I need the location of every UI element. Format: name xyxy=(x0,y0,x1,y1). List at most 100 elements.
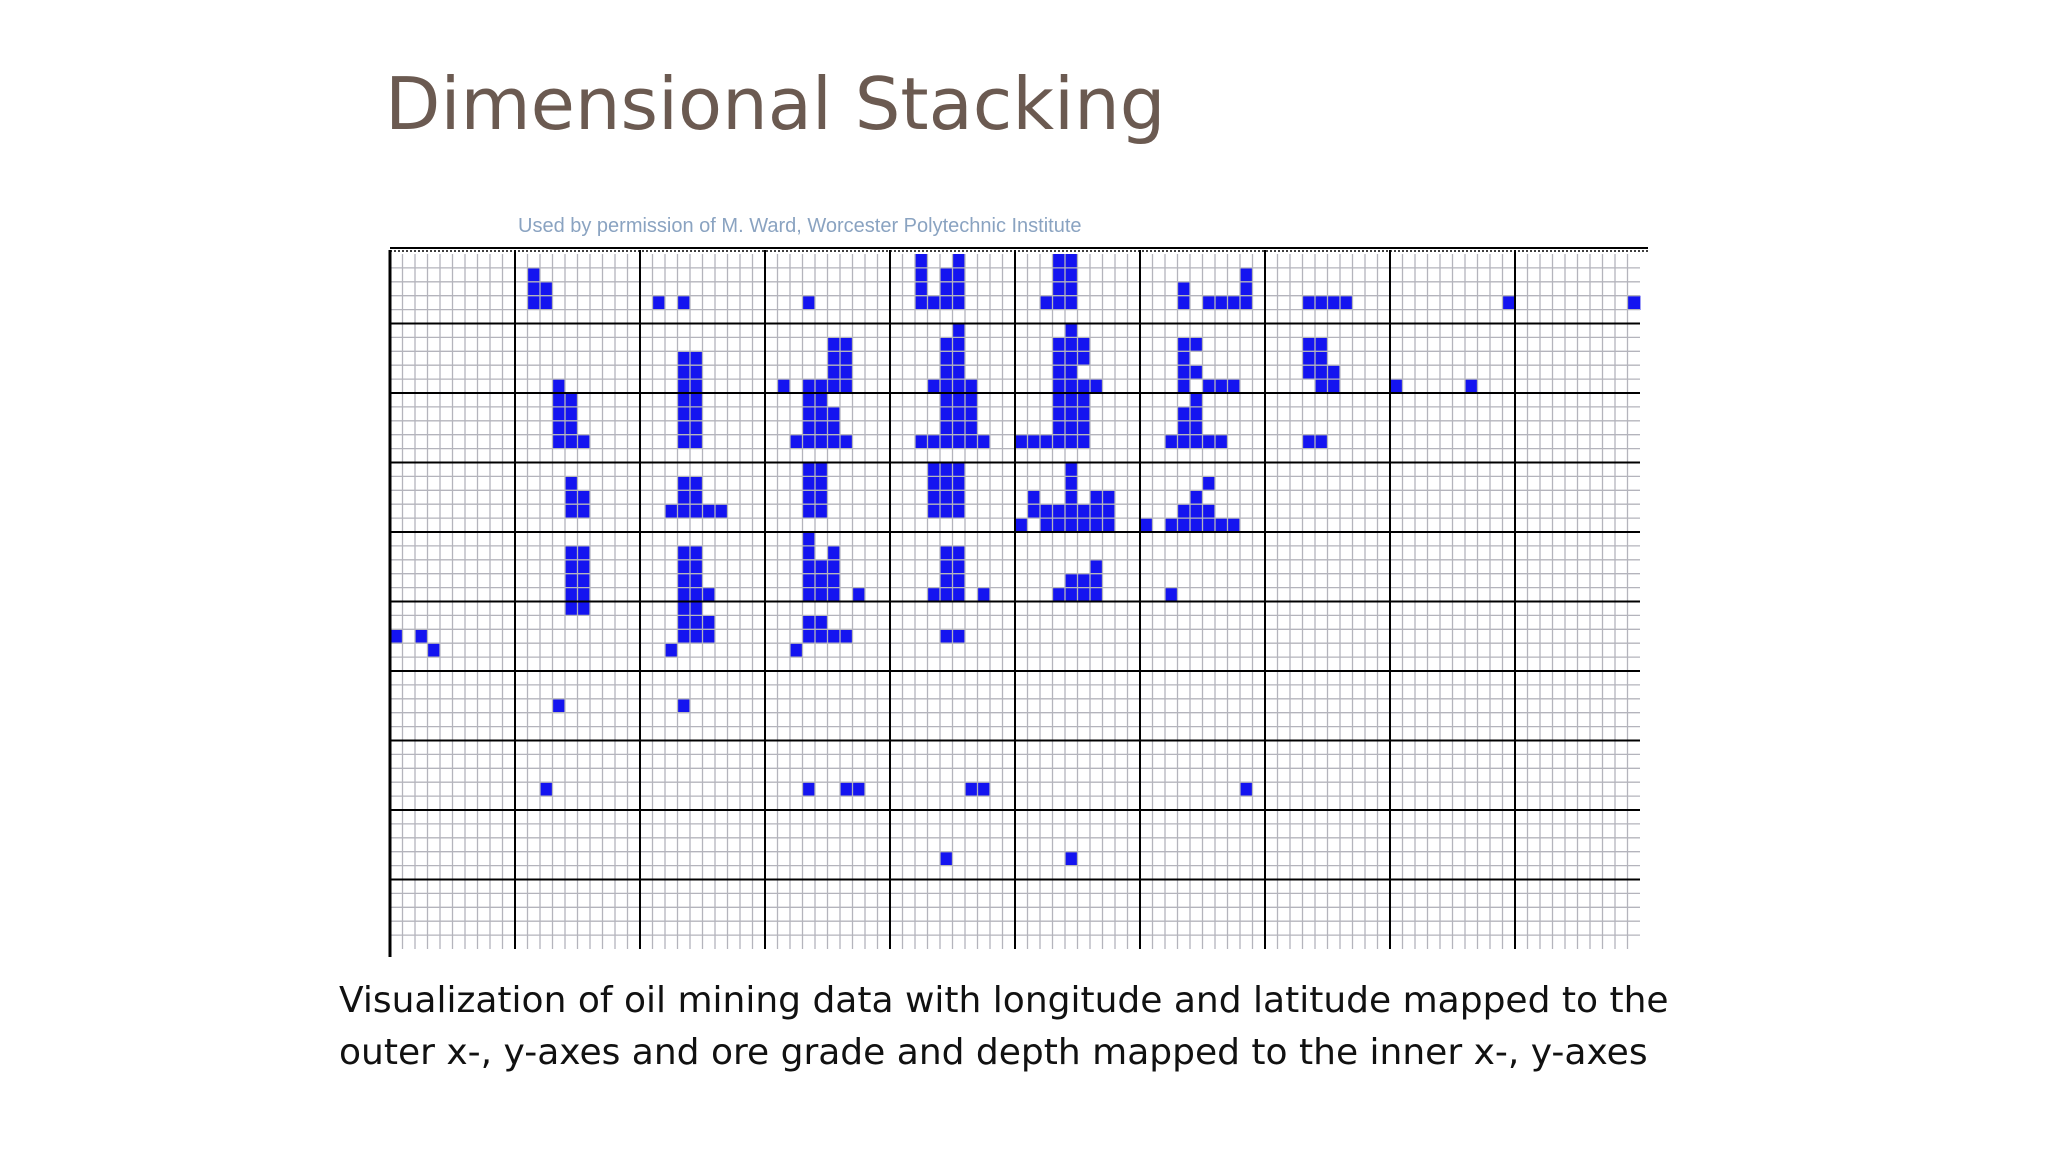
filled-cell xyxy=(690,615,703,630)
filled-cell xyxy=(652,295,666,310)
filled-cell xyxy=(1065,462,1078,477)
filled-cell xyxy=(1065,323,1078,338)
filled-cell xyxy=(952,254,966,269)
filled-cell xyxy=(1065,337,1078,352)
filled-cell xyxy=(1052,518,1066,533)
filled-cell xyxy=(565,573,578,588)
filled-cell xyxy=(1052,379,1066,394)
filled-cell xyxy=(927,490,941,505)
filled-cell xyxy=(1065,267,1078,283)
filled-cell xyxy=(815,629,828,644)
filled-cell xyxy=(1065,490,1078,505)
filled-cell xyxy=(1215,434,1228,449)
filled-cell xyxy=(1015,518,1028,533)
filled-cell xyxy=(390,629,403,644)
filled-cell xyxy=(1327,379,1341,394)
filled-cell xyxy=(827,420,841,436)
filled-cell xyxy=(565,393,578,408)
filled-cell xyxy=(1077,351,1091,366)
filled-cell xyxy=(790,434,803,449)
filled-cell xyxy=(1027,434,1041,449)
filled-cell xyxy=(940,337,953,352)
filled-cell xyxy=(952,351,966,366)
filled-cell xyxy=(1052,434,1066,449)
filled-cell xyxy=(690,587,703,602)
filled-cell xyxy=(1302,351,1316,366)
filled-cell xyxy=(702,615,716,630)
filled-cell xyxy=(965,434,978,449)
filled-cell xyxy=(1090,587,1103,602)
filled-cell xyxy=(677,573,691,588)
filled-cell xyxy=(1177,518,1191,533)
filled-cell xyxy=(1327,365,1341,380)
filled-cell xyxy=(1177,406,1191,422)
filled-cell xyxy=(1102,504,1116,519)
filled-cell xyxy=(715,504,728,519)
filled-cell xyxy=(1090,559,1103,575)
filled-cell xyxy=(1177,365,1191,380)
filled-cell xyxy=(1315,379,1328,394)
filled-cell xyxy=(540,281,553,297)
filled-cell xyxy=(1077,573,1091,588)
filled-cell xyxy=(802,462,816,477)
permission-credit: Used by permission of M. Ward, Worcester… xyxy=(518,215,1082,237)
filled-cell xyxy=(840,351,853,366)
filled-cell xyxy=(1077,337,1091,352)
filled-cell xyxy=(940,476,953,491)
filled-cell xyxy=(1190,365,1203,380)
dimensional-stack-grid xyxy=(388,247,1648,957)
filled-cell xyxy=(952,337,966,352)
filled-cell xyxy=(565,420,578,436)
filled-cell xyxy=(1165,587,1178,602)
filled-cell xyxy=(827,351,841,366)
filled-cell xyxy=(552,420,566,436)
filled-cell xyxy=(1052,504,1066,519)
filled-cell xyxy=(1065,365,1078,380)
filled-cell xyxy=(540,782,553,797)
filled-cell xyxy=(1065,851,1078,866)
filled-cell xyxy=(940,406,953,422)
filled-cell xyxy=(1190,434,1203,449)
filled-cell xyxy=(952,490,966,505)
filled-cell xyxy=(952,545,966,561)
filled-cell xyxy=(827,365,841,380)
filled-cell xyxy=(1302,295,1316,310)
filled-cell xyxy=(965,420,978,436)
filled-cell xyxy=(690,601,703,616)
filled-cell xyxy=(690,406,703,422)
outer-grid-lines xyxy=(388,247,1648,957)
filled-cell xyxy=(565,504,578,519)
filled-cell xyxy=(1077,504,1091,519)
filled-cell xyxy=(1327,295,1341,310)
filled-cell xyxy=(940,365,953,380)
filled-cell xyxy=(1090,504,1103,519)
filled-cell xyxy=(1190,337,1203,352)
filled-cell xyxy=(665,643,678,658)
filled-cell xyxy=(940,504,953,519)
filled-cell xyxy=(952,504,966,519)
filled-cell xyxy=(677,434,691,449)
filled-cell xyxy=(952,420,966,436)
filled-cell xyxy=(1165,518,1178,533)
filled-cell xyxy=(827,545,841,561)
filled-cell xyxy=(952,462,966,477)
filled-cell xyxy=(552,434,566,449)
filled-cell xyxy=(577,559,591,575)
filled-cell xyxy=(677,393,691,408)
filled-cell xyxy=(677,379,691,394)
filled-cell xyxy=(1215,518,1228,533)
filled-cell xyxy=(840,434,853,449)
filled-cell xyxy=(915,434,928,449)
filled-cell xyxy=(940,629,953,644)
filled-cell xyxy=(952,379,966,394)
filled-cell xyxy=(952,393,966,408)
filled-cell xyxy=(802,406,816,422)
filled-cell xyxy=(965,406,978,422)
filled-cell xyxy=(1052,281,1066,297)
filled-cell xyxy=(527,281,541,297)
slide-title: Dimensional Stacking xyxy=(385,62,1166,146)
filled-cell xyxy=(1227,379,1241,394)
filled-cell xyxy=(827,406,841,422)
filled-cell xyxy=(940,490,953,505)
filled-cell xyxy=(1240,281,1253,297)
